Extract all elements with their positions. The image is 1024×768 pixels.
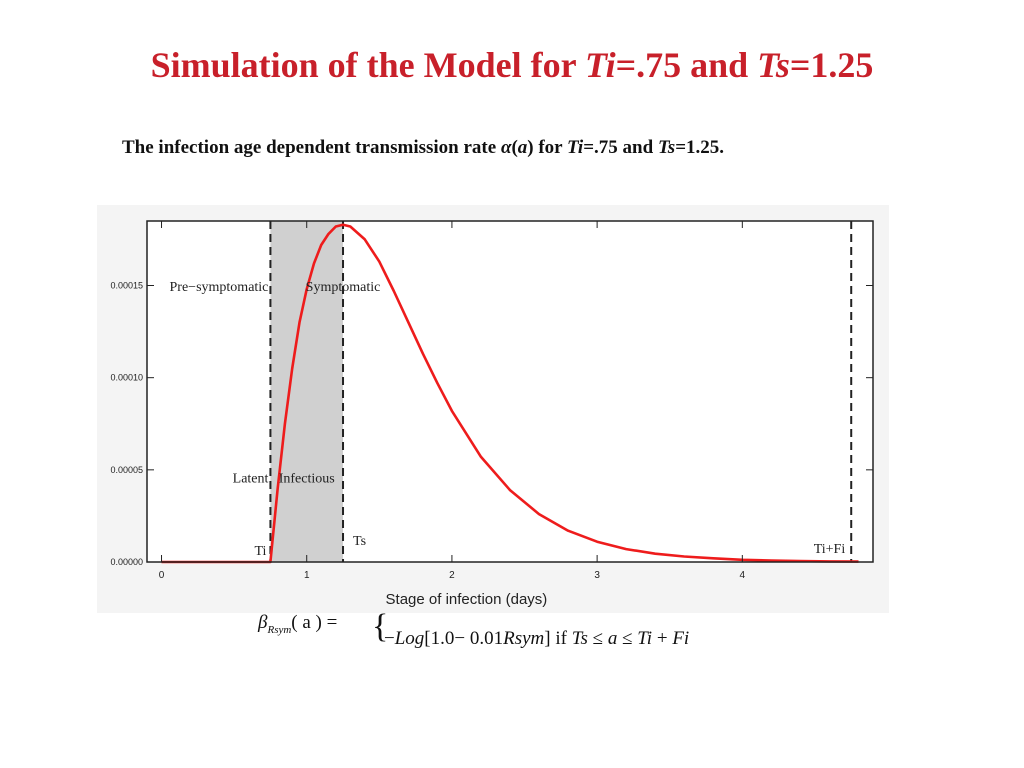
beta-subscript: Rsym — [267, 623, 292, 636]
y-tick-label: 0.00015 — [110, 281, 143, 291]
annotation-0: Pre−symptomatic — [170, 280, 269, 295]
annotation-2: Latent — [233, 472, 269, 487]
left-brace: { — [372, 608, 389, 645]
y-tick-label: 0.00000 — [110, 557, 143, 567]
formula-if: ] if — [544, 628, 572, 649]
subtitle-paren-open: ( — [511, 137, 518, 158]
subtitle-paren-close: ) — [527, 137, 534, 158]
subtitle-suffix: =1.25. — [675, 137, 725, 158]
x-tick-label: 4 — [740, 570, 746, 581]
annotation-3: Infectious — [279, 472, 335, 487]
x-tick-label: 1 — [304, 570, 310, 581]
subtitle-for: for — [533, 137, 568, 158]
plot-layer: 0 1 2 3 4 0.00000 0.00005 0.00010 0.00015 Stage o… — [110, 220, 874, 608]
cond-le-2: ≤ — [617, 628, 638, 649]
formula-lhs: βRsym( a ) = — [258, 612, 337, 636]
formula-lhs-arg: ( a ) = — [291, 612, 338, 633]
rsym-var: Rsym — [503, 628, 545, 649]
x-tick-label: 0 — [159, 570, 165, 581]
plot-area — [147, 221, 873, 562]
cond-fi: Fi — [672, 628, 690, 649]
x-tick-label: 2 — [449, 570, 455, 581]
title-suffix: =1.25 — [789, 45, 874, 85]
alpha-symbol: α — [500, 137, 512, 158]
y-tick-label: 0.00005 — [110, 465, 143, 475]
slide-title: Simulation of the Model for Ti=.75 and T… — [0, 44, 1024, 86]
subtitle-ts: Ts — [657, 137, 676, 158]
cond-ts: Ts — [571, 628, 588, 649]
cond-plus: + — [652, 628, 673, 649]
log-function: Log — [394, 628, 425, 649]
line-chart: 0 1 2 3 4 0.00000 0.00005 0.00010 0.00015 Stage o… — [110, 220, 874, 608]
minus-sign: − — [384, 628, 395, 649]
plot-frame — [146, 220, 874, 563]
cond-ti: Ti — [637, 628, 653, 649]
y-tick-label: 0.00010 — [110, 373, 143, 383]
subtitle-var: a — [517, 137, 528, 158]
cond-le-1: ≤ — [587, 628, 608, 649]
title-mid: =.75 and — [615, 45, 758, 85]
chart-subtitle: The infection age dependent transmission… — [122, 137, 724, 159]
x-tick-label: 3 — [594, 570, 600, 581]
annotation-1: Symptomatic — [306, 280, 381, 295]
title-text: Simulation of the Model for — [150, 45, 585, 85]
log-args: [1.0− 0.01 — [424, 628, 504, 649]
beta-symbol: β — [258, 612, 268, 633]
subtitle-mid: =.75 and — [583, 137, 658, 158]
shaded-infectious-region — [270, 221, 344, 562]
title-ti: Ti — [584, 45, 616, 85]
formula-rhs: −Log[1.0− 0.01Rsym] if Ts ≤ a ≤ Ti + Fi — [384, 628, 689, 650]
cond-a: a — [607, 628, 618, 649]
title-ts: Ts — [757, 45, 790, 85]
vline-label-ti-fi: Ti+Fi — [814, 542, 846, 557]
subtitle-ti: Ti — [567, 137, 584, 158]
vline-label-ts: Ts — [353, 534, 366, 549]
x-axis-label: Stage of infection (days) — [386, 591, 548, 608]
subtitle-text: The infection age dependent transmission… — [122, 137, 501, 158]
chart-panel: 0 1 2 3 4 0.00000 0.00005 0.00010 0.00015 Stage o… — [97, 205, 889, 613]
series-line-0 — [161, 223, 859, 564]
formula: βRsym( a ) = { −Log[1.0− 0.01Rsym] if Ts… — [258, 608, 858, 660]
vline-label-ti: Ti — [254, 544, 266, 559]
